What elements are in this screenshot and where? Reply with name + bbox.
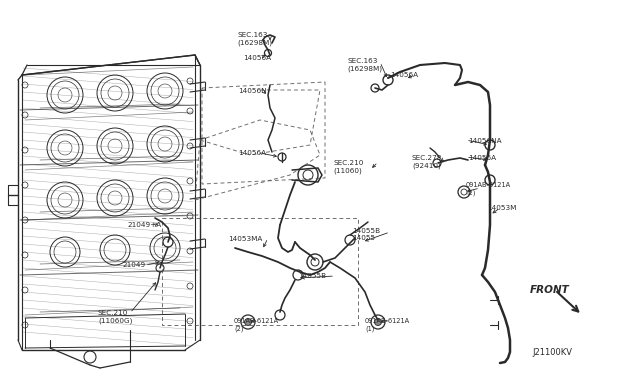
Text: 14056A: 14056A	[390, 72, 418, 78]
Text: 21049+A: 21049+A	[127, 222, 161, 228]
Text: 14055B: 14055B	[298, 273, 326, 279]
Text: SEC.278
(92410): SEC.278 (92410)	[412, 155, 442, 169]
Text: 14056N: 14056N	[238, 88, 267, 94]
Text: 14056A: 14056A	[468, 155, 496, 161]
Circle shape	[244, 318, 252, 326]
Text: 14053MA: 14053MA	[228, 236, 262, 242]
Text: 091AB-6121A
(1): 091AB-6121A (1)	[365, 318, 410, 331]
Text: J21100KV: J21100KV	[532, 348, 572, 357]
Circle shape	[374, 318, 381, 326]
Text: 14056NA: 14056NA	[468, 138, 502, 144]
Text: 14056A: 14056A	[238, 150, 266, 156]
Text: SEC.163
(16298M): SEC.163 (16298M)	[347, 58, 382, 71]
Text: 21049: 21049	[122, 262, 145, 268]
Text: SEC.210
(11060G): SEC.210 (11060G)	[98, 310, 132, 324]
Text: SEC.163
(16298M): SEC.163 (16298M)	[237, 32, 272, 45]
Text: SEC.210
(11060): SEC.210 (11060)	[333, 160, 364, 173]
Text: 14053M: 14053M	[487, 205, 516, 211]
Text: FRONT: FRONT	[530, 285, 570, 295]
Text: 14056A: 14056A	[243, 55, 271, 61]
Text: 091AB-6121A
(2): 091AB-6121A (2)	[466, 182, 511, 196]
Text: 14055B
14055: 14055B 14055	[352, 228, 380, 241]
Text: 091AB-6121A
(2): 091AB-6121A (2)	[234, 318, 279, 331]
